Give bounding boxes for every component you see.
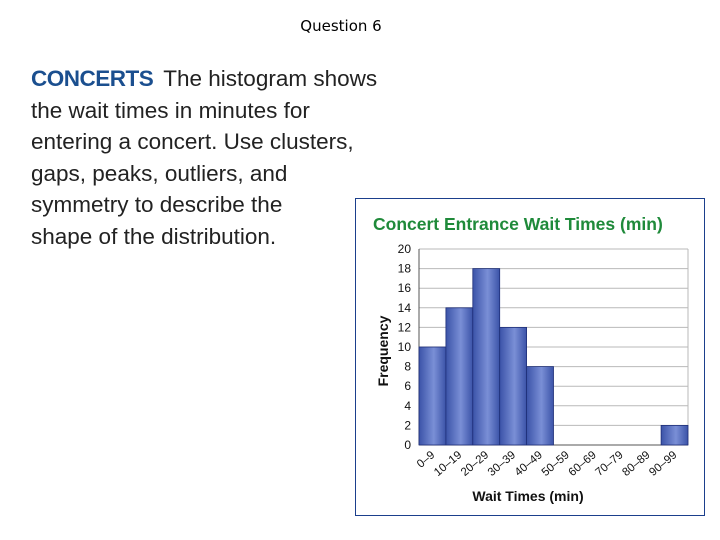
problem-keyword: CONCERTS (31, 66, 154, 91)
x-tick-labels: 0–910–1920–2930–3940–4950–5960–6970–7980… (415, 449, 680, 479)
problem-line: entering a concert. Use clusters, (31, 129, 354, 155)
problem-line: gaps, peaks, outliers, and (31, 160, 288, 186)
y-tick-label: 14 (398, 301, 412, 315)
x-tick-label: 40–49 (513, 449, 545, 479)
bar-20–29 (472, 268, 501, 446)
y-tick-label: 2 (404, 418, 411, 432)
x-tick-label: 70–79 (593, 449, 625, 479)
x-tick-label: 80–89 (620, 449, 652, 479)
y-tick-label: 20 (398, 242, 412, 256)
y-tick-labels: 0 2 4 6 8 10 12 14 16 18 20 (398, 242, 412, 452)
problem-line-text: The histogram shows (163, 66, 378, 91)
x-tick-label: 20–29 (459, 449, 491, 479)
bar-0–9 (418, 346, 447, 446)
y-tick-label: 10 (398, 340, 412, 354)
chart-title: Concert Entrance Wait Times (min) (373, 214, 663, 234)
bar-30–39 (499, 326, 527, 446)
bar-40–49 (526, 366, 554, 446)
y-tick-label: 4 (404, 399, 411, 413)
y-tick-label: 0 (404, 438, 411, 452)
bars (418, 268, 689, 446)
histogram-chart: Concert Entrance Wait Times (min) 0 2 4 6 8 1… (373, 214, 689, 504)
y-tick-label: 16 (398, 281, 412, 295)
bar-90–99 (660, 424, 689, 446)
problem-line: CONCERTS The histogram shows (31, 63, 401, 95)
y-axis-label: Frequency (375, 315, 391, 386)
x-tick-label: 60–69 (567, 449, 599, 479)
chart-frame: Concert Entrance Wait Times (min) 0 2 4 6 8 1… (355, 198, 705, 516)
y-tick-label: 18 (398, 262, 412, 276)
x-tick-label: 50–59 (540, 449, 572, 479)
x-tick-label: 10–19 (432, 449, 464, 479)
x-tick-label: 30–39 (486, 449, 518, 479)
x-axis-label: Wait Times (min) (472, 488, 583, 504)
bar-10–19 (445, 307, 474, 446)
slide-title: Question 6 (300, 17, 382, 35)
problem-line: symmetry to describe the (31, 192, 283, 218)
y-tick-label: 12 (398, 320, 412, 334)
problem-text: CONCERTS The histogram shows the wait tim… (31, 63, 401, 253)
x-tick-label: 90–99 (647, 449, 679, 479)
y-tick-label: 6 (404, 379, 411, 393)
problem-line: shape of the distribution. (31, 223, 277, 249)
problem-line: the wait times in minutes for (31, 97, 310, 123)
y-tick-label: 8 (404, 360, 411, 374)
